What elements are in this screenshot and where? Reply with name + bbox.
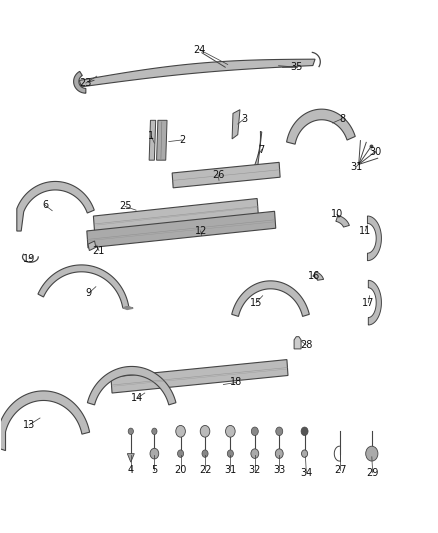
Polygon shape: [93, 198, 258, 232]
Polygon shape: [111, 360, 288, 393]
Text: 9: 9: [86, 288, 92, 298]
Text: 19: 19: [23, 254, 35, 263]
Circle shape: [226, 425, 235, 437]
Polygon shape: [368, 280, 381, 325]
Text: 1: 1: [148, 131, 154, 141]
Circle shape: [200, 425, 210, 437]
Polygon shape: [253, 132, 262, 169]
Circle shape: [176, 425, 185, 437]
Text: 3: 3: [241, 114, 247, 124]
Circle shape: [227, 450, 233, 457]
Text: 29: 29: [367, 468, 379, 478]
Circle shape: [251, 449, 259, 458]
Polygon shape: [172, 163, 280, 188]
Text: 24: 24: [193, 45, 205, 54]
Text: 31: 31: [350, 161, 363, 172]
Polygon shape: [79, 59, 315, 87]
Polygon shape: [294, 337, 301, 349]
Text: 31: 31: [224, 465, 237, 474]
Polygon shape: [336, 215, 350, 227]
Text: 12: 12: [194, 226, 207, 236]
Text: 16: 16: [308, 271, 320, 281]
Text: 32: 32: [249, 465, 261, 474]
Text: 21: 21: [93, 246, 105, 255]
Text: 17: 17: [362, 297, 374, 308]
Circle shape: [366, 446, 378, 461]
Text: 8: 8: [339, 114, 345, 124]
Polygon shape: [38, 265, 129, 308]
Circle shape: [276, 449, 283, 458]
Text: 10: 10: [331, 209, 343, 220]
Text: 28: 28: [300, 340, 312, 350]
Circle shape: [301, 427, 308, 435]
Circle shape: [301, 450, 307, 457]
Polygon shape: [88, 241, 96, 251]
Polygon shape: [74, 71, 86, 93]
Polygon shape: [88, 367, 176, 405]
Text: 5: 5: [151, 465, 158, 474]
Polygon shape: [367, 216, 381, 261]
Text: 18: 18: [230, 377, 243, 387]
Circle shape: [150, 448, 159, 459]
Text: 27: 27: [334, 465, 346, 474]
Text: 4: 4: [128, 465, 134, 474]
Text: 33: 33: [273, 465, 286, 474]
Text: 23: 23: [80, 78, 92, 88]
Circle shape: [152, 428, 157, 434]
Polygon shape: [286, 109, 355, 144]
Polygon shape: [156, 120, 167, 160]
Circle shape: [251, 427, 258, 435]
Polygon shape: [17, 181, 94, 231]
Text: 13: 13: [23, 420, 35, 430]
Text: 7: 7: [259, 144, 265, 155]
Polygon shape: [149, 120, 155, 160]
Polygon shape: [313, 272, 324, 280]
Text: 11: 11: [359, 226, 371, 236]
Text: 14: 14: [131, 393, 143, 403]
Text: 30: 30: [369, 147, 381, 157]
Polygon shape: [127, 454, 134, 462]
Text: 26: 26: [212, 170, 224, 180]
Polygon shape: [232, 281, 309, 317]
Text: 2: 2: [179, 135, 185, 145]
Text: 15: 15: [250, 297, 262, 308]
Text: 20: 20: [174, 465, 187, 474]
Polygon shape: [87, 211, 276, 248]
Circle shape: [202, 450, 208, 457]
Text: 6: 6: [42, 200, 48, 211]
Circle shape: [177, 450, 184, 457]
Text: 25: 25: [119, 201, 131, 212]
Text: 34: 34: [300, 468, 312, 478]
Text: 22: 22: [199, 465, 211, 474]
Polygon shape: [0, 391, 90, 450]
Polygon shape: [232, 110, 240, 139]
Text: 35: 35: [290, 62, 303, 72]
Circle shape: [128, 428, 134, 434]
Polygon shape: [123, 306, 133, 310]
Circle shape: [276, 427, 283, 435]
